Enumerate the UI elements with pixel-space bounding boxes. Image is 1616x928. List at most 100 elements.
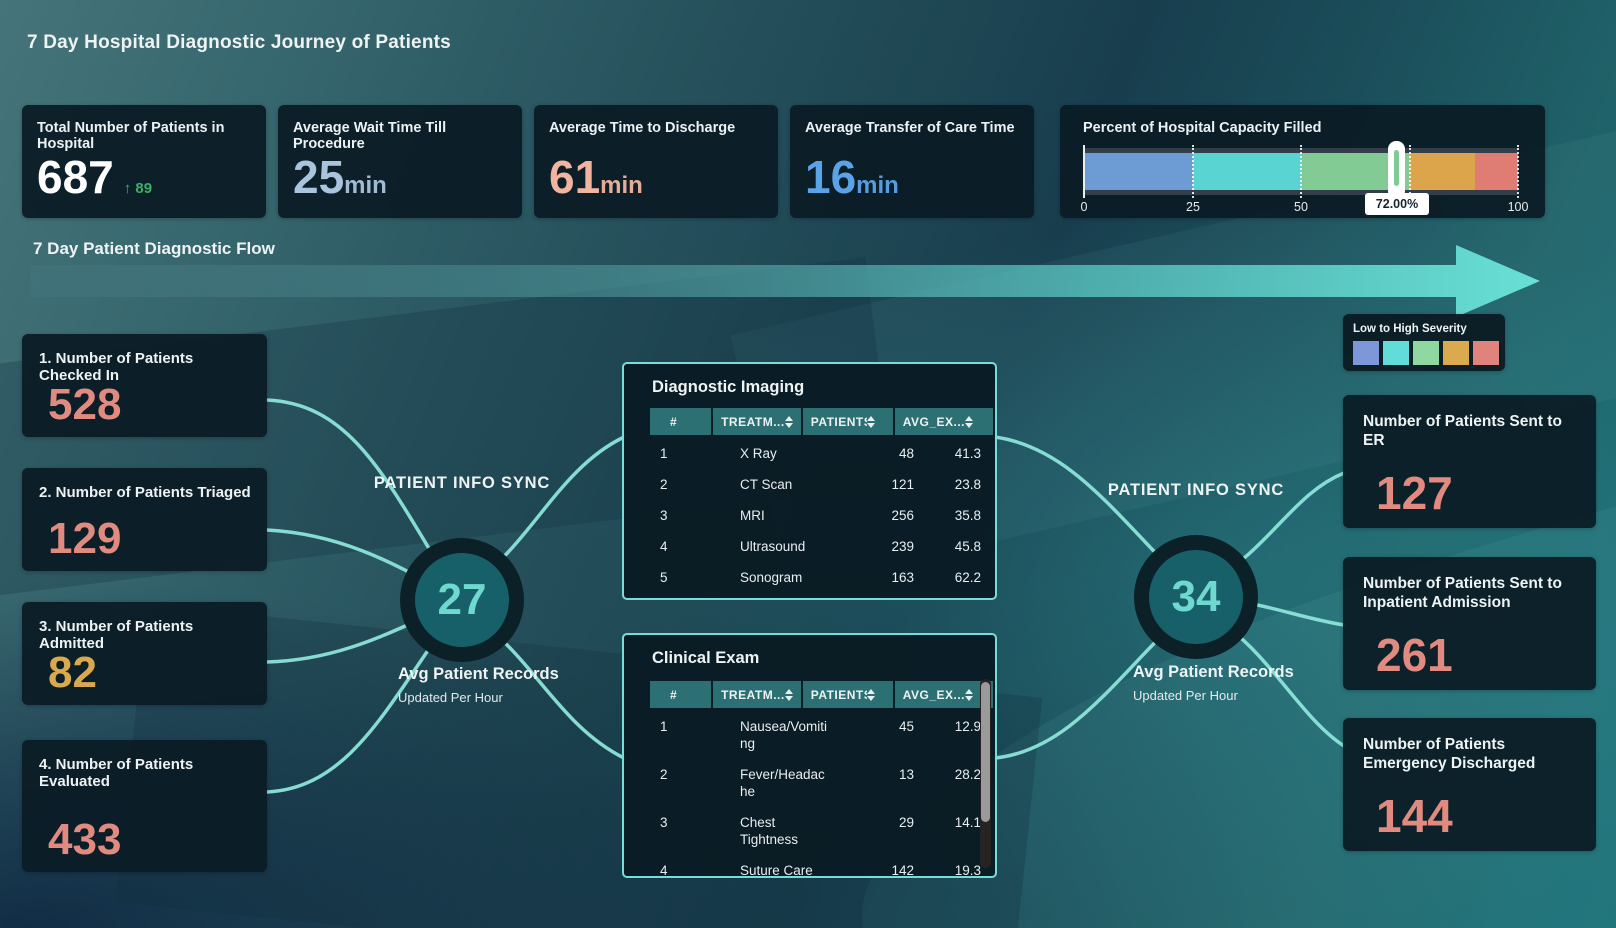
column-header-treatment[interactable]: TREATM... [713, 681, 801, 708]
column-header-index[interactable]: # [650, 408, 712, 435]
gauge-segment-cyan [1192, 153, 1301, 190]
cell-index: 1 [660, 446, 668, 461]
gauge-tick-75 [1409, 145, 1411, 198]
stage-card-emergency-discharged: Number of Patients Emergency Discharged … [1343, 718, 1596, 851]
gauge-value-marker [1388, 141, 1405, 199]
stage-card-value: 528 [48, 380, 122, 429]
sync-node-value: 27 [415, 553, 509, 647]
table-row: 4 Ultrasound 239 45.8 [650, 533, 993, 564]
kpi-label: Total Number of Patients in Hospital [37, 120, 225, 152]
severity-legend: Low to High Severity [1343, 314, 1505, 371]
stage-card-sent-to-er: Number of Patients Sent to ER 127 [1343, 395, 1596, 528]
gauge-title: Percent of Hospital Capacity Filled [1083, 120, 1322, 136]
cell-treatment: X Ray [740, 446, 777, 461]
column-header-label: # [670, 687, 678, 702]
sync-node-caption: Avg Patient Records [398, 665, 559, 683]
cell-patients: 142 [891, 863, 914, 878]
table-row: 3 MRI 256 35.8 [650, 502, 993, 533]
column-header-index[interactable]: # [650, 681, 712, 708]
column-header-label: TREATM... [721, 687, 785, 702]
sync-node-value: 34 [1149, 550, 1243, 644]
stage-card-label: Number of Patients Sent to Inpatient Adm… [1363, 575, 1562, 612]
table-row: 4 Suture Care 142 19.3 [650, 857, 993, 888]
column-header-avg-exam[interactable]: AVG_EX... [894, 681, 993, 708]
scrollbar-thumb[interactable] [981, 682, 990, 822]
cell-avg-exam: 23.8 [954, 477, 981, 492]
flow-section-title: 7 Day Patient Diagnostic Flow [33, 239, 275, 258]
legend-chip-red [1473, 341, 1499, 365]
stage-card-evaluated: 4. Number of Patients Evaluated 433 [22, 740, 267, 872]
column-header-label: # [670, 414, 678, 429]
stage-card-value: 82 [48, 648, 97, 697]
column-header-label: TREATM... [721, 414, 785, 429]
arrow-up-icon: ↑ [123, 180, 132, 197]
stage-card-inpatient-admission: Number of Patients Sent to Inpatient Adm… [1343, 557, 1596, 690]
stage-card-triaged: 2. Number of Patients Triaged 129 [22, 468, 267, 571]
legend-chip-green [1413, 341, 1439, 365]
cell-index: 3 [660, 508, 668, 523]
cell-index: 3 [660, 815, 668, 830]
sort-icon[interactable] [965, 415, 973, 428]
sort-icon[interactable] [866, 688, 875, 701]
cell-index: 5 [660, 570, 668, 585]
kpi-card-discharge-time: Average Time to Discharge 61 min [534, 105, 778, 218]
sync-node-circle: 27 [400, 538, 524, 662]
cell-index: 1 [660, 719, 668, 734]
diagnostic-imaging-table: Diagnostic Imaging # TREATM... PATIENTS … [622, 362, 997, 600]
kpi-value: 16 [805, 151, 857, 203]
table-row: 2 CT Scan 121 23.8 [650, 471, 993, 502]
column-header-label: AVG_EX... [902, 414, 965, 429]
gauge-axis-line [1083, 145, 1085, 198]
gauge-tick-25 [1192, 145, 1194, 198]
kpi-label: Average Time to Discharge [549, 120, 736, 136]
gauge-tick-label: 50 [1294, 200, 1308, 214]
legend-chip-cyan [1383, 341, 1409, 365]
cell-treatment: Ultrasound [740, 539, 806, 554]
kpi-card-transfer-time: Average Transfer of Care Time 16 min [790, 105, 1034, 218]
cell-avg-exam: 41.3 [954, 446, 981, 461]
cell-treatment: Fever/Headache [740, 767, 825, 799]
cell-avg-exam: 28.2 [954, 767, 981, 782]
cell-avg-exam: 19.3 [954, 863, 981, 878]
column-header-treatment[interactable]: TREATM... [713, 408, 801, 435]
sync-node-subcaption: Updated Per Hour [398, 690, 503, 705]
column-header-label: PATIENTS [810, 687, 867, 702]
stage-card-label: 2. Number of Patients Triaged [39, 484, 251, 501]
gauge-segment-red [1474, 153, 1518, 190]
stage-card-value: 433 [48, 815, 122, 864]
gauge-marker-slot [1394, 150, 1399, 186]
kpi-unit: min [344, 172, 387, 199]
kpi-value: 61 [549, 151, 601, 203]
table-title: Diagnostic Imaging [652, 378, 805, 396]
stage-card-label: 1. Number of Patients Checked In [39, 350, 194, 384]
column-header-avg-exam[interactable]: AVG_EX... [894, 408, 993, 435]
gauge-value-tooltip: 72.00% [1365, 193, 1429, 215]
cell-avg-exam: 14.1 [954, 815, 981, 830]
sort-icon[interactable] [866, 415, 875, 428]
table-row: 1 Nausea/Vomiting 45 12.9 [650, 713, 993, 761]
cell-index: 4 [660, 539, 668, 554]
column-header-patients[interactable]: PATIENTS [802, 408, 893, 435]
column-header-label: AVG_EX... [902, 687, 965, 702]
cell-avg-exam: 35.8 [954, 508, 981, 523]
cell-patients: 239 [891, 539, 914, 554]
cell-patients: 163 [891, 570, 914, 585]
sort-icon[interactable] [965, 688, 973, 701]
kpi-label: Average Wait Time Till Procedure [293, 120, 447, 152]
legend-chip-orange [1443, 341, 1469, 365]
cell-treatment: CT Scan [740, 477, 793, 492]
stage-card-checked-in: 1. Number of Patients Checked In 528 [22, 334, 267, 437]
table-scrollbar[interactable] [980, 679, 991, 868]
sync-node-subcaption: Updated Per Hour [1133, 688, 1238, 703]
gauge-segment-blue [1084, 153, 1193, 190]
cell-patients: 13 [898, 767, 914, 782]
sync-node-caption: Avg Patient Records [1133, 663, 1294, 681]
stage-card-admitted: 3. Number of Patients Admitted 82 [22, 602, 267, 705]
stage-card-label: 4. Number of Patients Evaluated [39, 756, 194, 790]
column-header-patients[interactable]: PATIENTS [802, 681, 893, 708]
sort-icon[interactable] [784, 415, 793, 428]
column-header-label: PATIENTS [810, 414, 867, 429]
cell-treatment: Suture Care [740, 863, 813, 878]
table-row: 3 Chest Tightness 29 14.1 [650, 809, 993, 857]
sort-icon[interactable] [784, 688, 793, 701]
